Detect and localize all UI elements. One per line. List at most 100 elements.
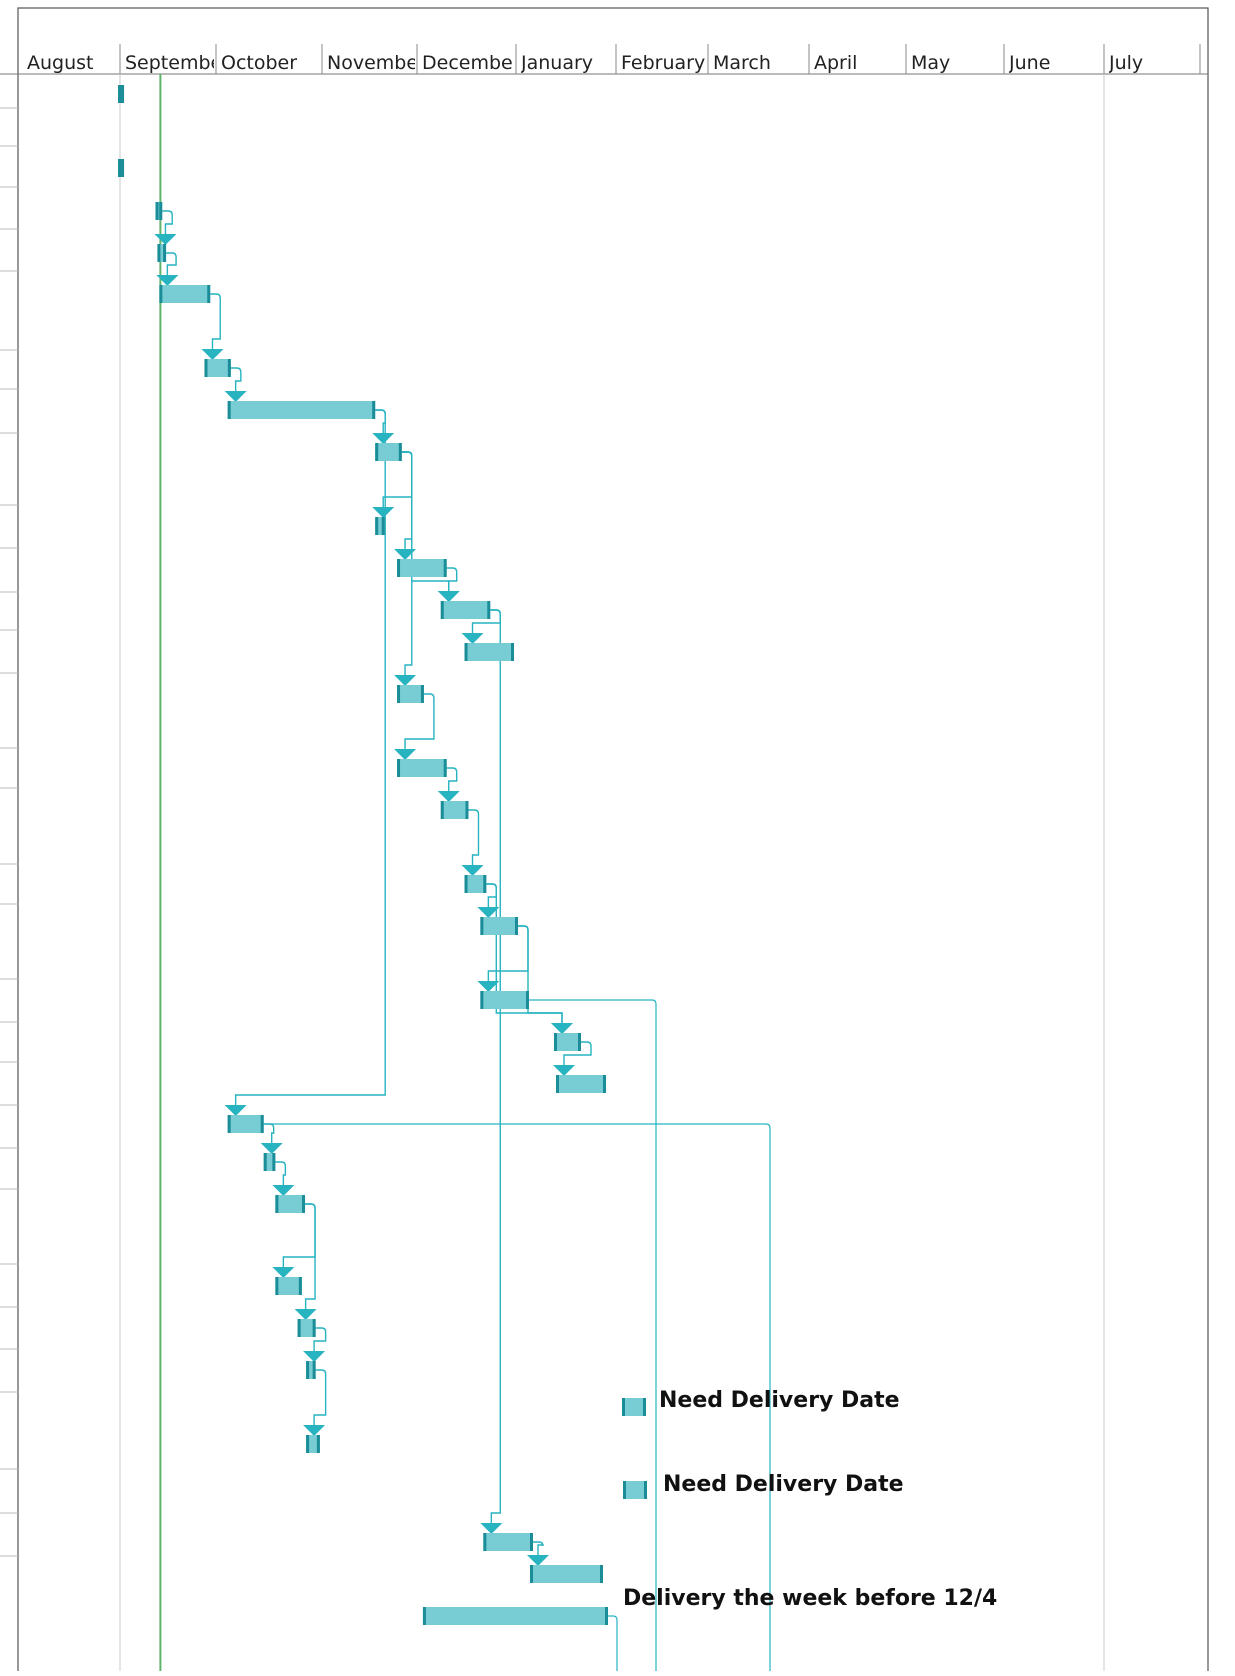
task-bar-end-cap xyxy=(312,1361,316,1379)
delivery-link xyxy=(529,999,657,1671)
task-bar xyxy=(227,401,376,419)
month-label: April xyxy=(814,52,858,74)
dependency-link xyxy=(263,1123,275,1143)
dependency-arrow xyxy=(372,507,395,518)
task-bar-start-cap xyxy=(397,559,401,577)
task-bar-start-cap xyxy=(397,759,401,777)
task-bar-end-cap xyxy=(272,1153,276,1171)
legend-bar-cap xyxy=(643,1398,646,1416)
annotation-need-delivery-date-2: Need Delivery Date xyxy=(663,1472,904,1497)
task-bar-start-cap xyxy=(297,1319,301,1337)
task-bar-end-cap xyxy=(316,1435,320,1453)
task-bar xyxy=(440,801,469,819)
task-bar-end-cap xyxy=(605,1607,608,1625)
dependency-link xyxy=(401,451,413,549)
task-bar-end-cap xyxy=(398,443,402,461)
dependency-arrow xyxy=(394,675,417,686)
dependency-arrow xyxy=(260,1143,283,1154)
task-bar-end-cap xyxy=(163,244,167,262)
dependency-arrow xyxy=(303,1351,326,1362)
task-bar-end-cap xyxy=(302,1195,306,1213)
dependency-link xyxy=(313,1369,327,1425)
dependency-arrow xyxy=(527,1555,549,1566)
dependency-arrow xyxy=(477,907,500,918)
dependency-link xyxy=(563,1041,592,1065)
task-bar-start-cap xyxy=(464,875,468,893)
delivery-link xyxy=(263,1123,771,1671)
dependency-link xyxy=(234,409,386,1105)
dependency-arrow xyxy=(154,234,177,245)
dependency-arrow xyxy=(480,1523,503,1534)
task-bar-start-cap xyxy=(155,202,159,220)
task-bar-start-cap xyxy=(227,1115,231,1133)
month-label: February xyxy=(621,52,706,74)
task-bar xyxy=(275,1195,306,1213)
chart-frame xyxy=(17,7,1209,1674)
task-bar xyxy=(306,1361,316,1379)
dependency-link xyxy=(468,809,480,865)
dependency-arrow xyxy=(553,1065,575,1076)
task-bar-end-cap xyxy=(372,401,376,419)
task-bar-end-cap xyxy=(465,801,469,819)
task-bar-end-cap xyxy=(578,1033,581,1051)
task-bar-start-cap xyxy=(483,1533,487,1551)
task-bar-start-cap xyxy=(306,1361,310,1379)
task-bar-end-cap xyxy=(530,1533,533,1551)
dependency-arrow xyxy=(394,549,417,560)
task-bar-end-cap xyxy=(526,991,529,1009)
task-bar-start-cap xyxy=(464,643,468,661)
dependency-link xyxy=(166,252,177,275)
task-bar-start-cap xyxy=(480,917,484,935)
dependency-link xyxy=(230,367,242,391)
task-bar-start-cap xyxy=(397,685,401,703)
task-bar-end-cap xyxy=(603,1075,606,1093)
dependency-arrow xyxy=(272,1185,295,1196)
task-bar-end-cap xyxy=(483,875,487,893)
month-label: Septembe xyxy=(125,52,214,74)
task-bar-start-cap xyxy=(480,991,484,1009)
dependency-arrow xyxy=(394,749,417,760)
task-bar-end-cap xyxy=(381,517,385,535)
dependency-arrow xyxy=(156,275,179,286)
dependency-link xyxy=(282,1203,316,1267)
month-label: March xyxy=(713,52,771,74)
task-bar-end-cap xyxy=(515,917,518,935)
task-bar xyxy=(375,443,402,461)
dependency-link xyxy=(533,1541,544,1555)
task-bar xyxy=(483,1533,533,1551)
task-bar-end-cap xyxy=(487,601,491,619)
task-bar xyxy=(530,1565,603,1583)
dependency-link xyxy=(446,567,458,591)
task-bar-end-cap xyxy=(260,1115,264,1133)
dependency-arrow xyxy=(461,865,484,876)
dependency-link xyxy=(375,409,386,433)
task-bar-start-cap xyxy=(263,1153,267,1171)
task-bar-start-cap xyxy=(440,801,444,819)
dependency-arrow xyxy=(437,591,460,602)
task-bar xyxy=(263,1153,276,1171)
task-bar-start-cap xyxy=(440,601,444,619)
legend-bar-cap xyxy=(622,1398,625,1416)
dependency-arrow xyxy=(551,1023,573,1034)
task-bar-end-cap xyxy=(511,643,515,661)
task-bar xyxy=(397,559,447,577)
dependency-arrow xyxy=(272,1267,295,1278)
dependency-arrow xyxy=(224,391,247,402)
task-bar-end-cap xyxy=(600,1565,603,1583)
month-label: May xyxy=(911,52,951,74)
task-bar xyxy=(397,759,447,777)
task-bar xyxy=(159,285,211,303)
dependency-link xyxy=(518,925,563,1023)
task-bar-start-cap xyxy=(204,359,208,377)
task-bar xyxy=(554,1033,581,1051)
dependency-arrow xyxy=(303,1425,326,1436)
task-bar-end-cap xyxy=(121,159,125,177)
task-bar xyxy=(397,685,424,703)
month-label: Novembe xyxy=(327,52,415,74)
task-bar-start-cap xyxy=(375,517,379,535)
task-bar-start-cap xyxy=(118,159,122,177)
dependency-arrow xyxy=(372,433,395,444)
task-bar-start-cap xyxy=(118,85,122,103)
task-bar-end-cap xyxy=(420,685,424,703)
